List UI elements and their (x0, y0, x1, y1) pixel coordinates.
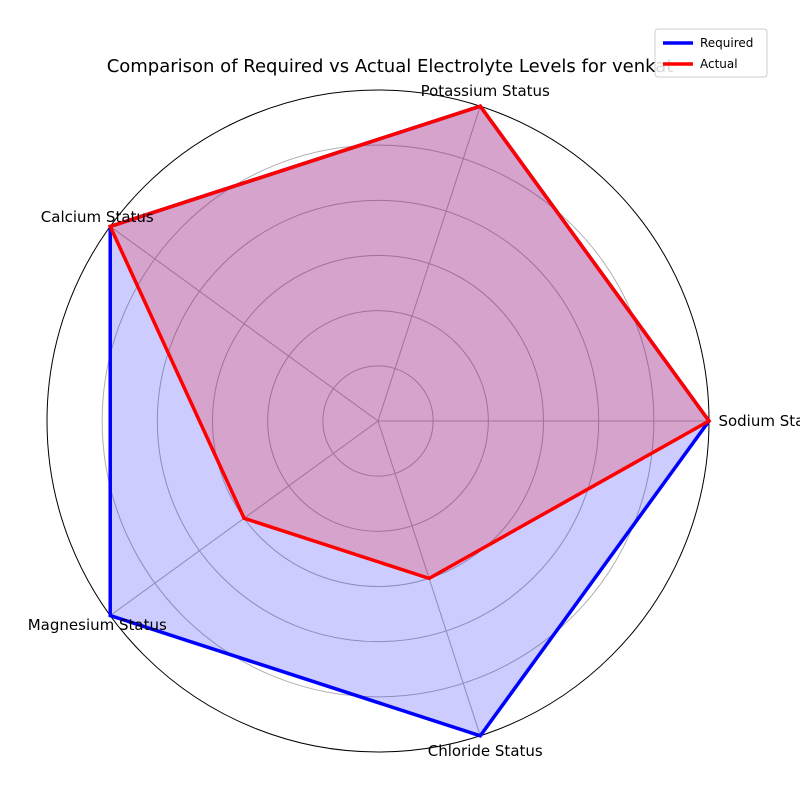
series-area-actual (110, 106, 710, 579)
series-area-required (110, 106, 710, 736)
legend: Required Actual (654, 28, 768, 78)
axis-label-calcium: Calcium Status (41, 208, 154, 226)
chart-title: Comparison of Required vs Actual Electro… (107, 56, 674, 77)
axis-label-chloride: Chloride Status (428, 742, 543, 760)
grid-spoke (377, 106, 481, 422)
axis-label-sodium: Sodium Status (718, 412, 800, 430)
axis-label-potassium: Potassium Status (421, 82, 550, 100)
grid-spoke (109, 226, 379, 422)
axis-label-magnesium: Magnesium Status (28, 616, 167, 634)
legend-label-required: Required (700, 36, 753, 50)
series-line-actual (107, 104, 712, 581)
legend-label-actual: Actual (700, 57, 738, 71)
radar-series (107, 104, 712, 738)
axis-labels: Sodium Status Potassium Status Calcium Sta… (28, 82, 800, 760)
